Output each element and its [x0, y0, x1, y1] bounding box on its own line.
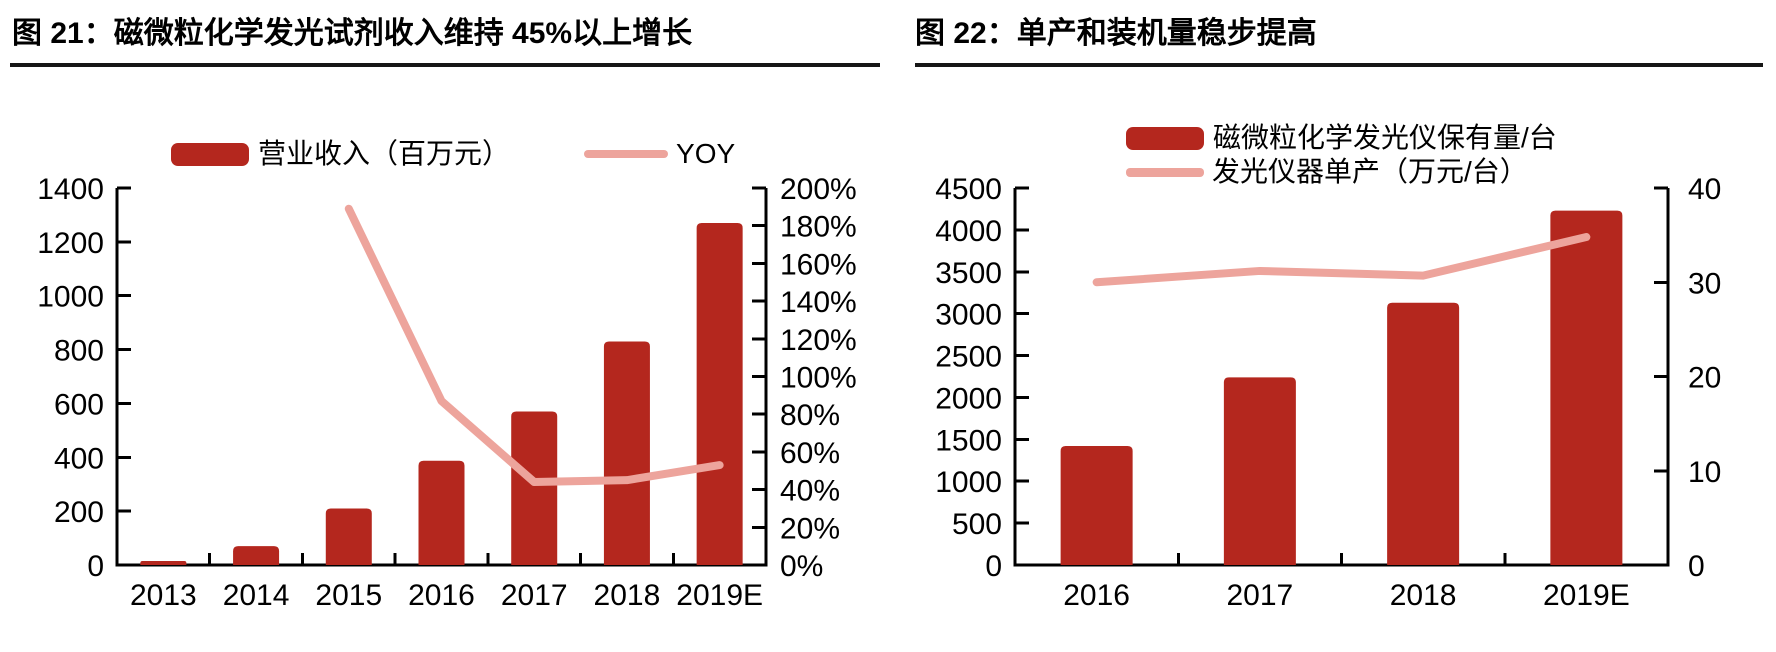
- yoy-legend-label: YOY: [676, 138, 736, 169]
- left-axis-tick-label: 800: [54, 335, 104, 368]
- figure-22-title: 图 22：单产和装机量稳步提高: [915, 17, 1317, 50]
- left-axis-tick-label: 1400: [37, 173, 104, 206]
- x-axis-label-2018: 2018: [594, 579, 661, 612]
- right-axis-tick-label: 10: [1688, 456, 1721, 489]
- x-axis-label-2016: 2016: [1063, 579, 1130, 612]
- axes: [1013, 186, 1670, 567]
- bar-2014: [233, 546, 280, 565]
- x-axis-label-2014: 2014: [223, 579, 290, 612]
- figure-21-legend: 营业收入（百万元） YOY: [171, 138, 735, 170]
- left-axis-tick-label: 2000: [935, 382, 1002, 415]
- right-axis-tick-label: 160%: [780, 248, 857, 281]
- right-axis-tick-label: 120%: [780, 324, 857, 357]
- left-axis-tick-label: 2500: [935, 341, 1002, 374]
- x-axis-label-2013: 2013: [130, 579, 197, 612]
- bar-series: [140, 223, 743, 565]
- left-axis-tick-label: 1000: [37, 281, 104, 314]
- right-axis-tick-label: 100%: [780, 362, 857, 395]
- legend-row-installed-base: 磁微粒化学发光仪保有量/台: [1126, 122, 1557, 154]
- figure-21-divider: [10, 63, 880, 67]
- axes: [115, 186, 768, 567]
- right-axis-tick-label: 60%: [780, 437, 840, 470]
- right-axis-tick-label: 200%: [780, 173, 857, 206]
- x-axis-label-2019E: 2019E: [1543, 579, 1630, 612]
- left-axis-tick-label: 600: [54, 388, 104, 421]
- installed-base-bar-legend-swatch: [1126, 127, 1204, 150]
- left-axis-tick-label: 3000: [935, 299, 1002, 332]
- figure-22-chart: 0 500 1000 1500 2000 2500 3000 3500 4000 4500 0 10 2…: [935, 173, 1721, 612]
- unit-output-line-legend-swatch: [1126, 168, 1204, 177]
- right-axis-tick-label: 20%: [780, 512, 840, 545]
- left-axis-tick-label: 1000: [935, 466, 1002, 499]
- right-axis-tick-label: 0: [1688, 550, 1705, 583]
- revenue-legend-label: 营业收入（百万元）: [258, 138, 511, 169]
- left-axis-tick-label: 0: [985, 550, 1002, 583]
- right-axis-tick-label: 40: [1688, 173, 1721, 206]
- bar-2013: [140, 560, 187, 565]
- x-axis-label-2015: 2015: [315, 579, 382, 612]
- right-axis-tick-label: 20: [1688, 362, 1721, 395]
- bar-2019E: [696, 223, 743, 565]
- line-series-1: [1092, 233, 1591, 287]
- line-series-1: [344, 204, 724, 487]
- left-axis-tick-label: 400: [54, 442, 104, 475]
- right-axis-tick-label: 30: [1688, 267, 1721, 300]
- figure-21-chart: 0 200 400 600 800 1000 1200 1400 0% 20% 40% 60% 80% 1…: [37, 173, 856, 612]
- bar-2017: [1223, 377, 1296, 565]
- right-axis-tick-label: 0%: [780, 550, 823, 583]
- bar-2016: [418, 460, 465, 565]
- legend-row-unit-output: 发光仪器单产（万元/台）: [1126, 156, 1557, 188]
- installed-base-legend-label: 磁微粒化学发光仪保有量/台: [1213, 122, 1557, 154]
- axis-labels: 0 500 1000 1500 2000 2500 3000 3500 4000 4500 0 10 2…: [935, 173, 1721, 612]
- revenue-bar-legend-swatch: [171, 142, 249, 166]
- yoy-line-legend-swatch: [584, 150, 669, 159]
- right-axis-tick-label: 180%: [780, 211, 857, 244]
- left-axis-tick-label: 500: [952, 508, 1002, 541]
- left-axis-tick-label: 4000: [935, 215, 1002, 248]
- right-axis-tick-label: 40%: [780, 475, 840, 508]
- right-axis-tick-label: 80%: [780, 399, 840, 432]
- right-axis-tick-label: 140%: [780, 286, 857, 319]
- left-axis-tick-label: 200: [54, 496, 104, 529]
- left-axis-tick-label: 0: [87, 550, 104, 583]
- bar-2019E: [1550, 210, 1623, 565]
- bar-series: [1060, 210, 1623, 565]
- left-axis-tick-label: 1200: [37, 227, 104, 260]
- figure-22-legend: 磁微粒化学发光仪保有量/台 发光仪器单产（万元/台）: [1126, 122, 1557, 188]
- left-axis-tick-label: 1500: [935, 424, 1002, 457]
- x-axis-label-2019E: 2019E: [676, 579, 763, 612]
- figure-21-title: 图 21：磁微粒化学发光试剂收入维持 45%以上增长: [12, 17, 693, 50]
- x-axis-label-2016: 2016: [408, 579, 475, 612]
- left-axis-tick-label: 3500: [935, 257, 1002, 290]
- bar-2015: [325, 508, 372, 565]
- bar-2016: [1060, 446, 1133, 565]
- left-axis-tick-label: 4500: [935, 173, 1002, 206]
- x-axis-label-2017: 2017: [501, 579, 568, 612]
- bar-2018: [1387, 302, 1460, 565]
- unit-output-legend-label: 发光仪器单产（万元/台）: [1212, 156, 1528, 188]
- bar-2018: [603, 341, 650, 565]
- figure-22-divider: [915, 63, 1763, 67]
- x-axis-label-2017: 2017: [1227, 579, 1294, 612]
- bar-2017: [511, 411, 558, 565]
- axis-labels: 0 200 400 600 800 1000 1200 1400 0% 20% 40% 60% 80% 1…: [37, 173, 856, 612]
- x-axis-label-2018: 2018: [1390, 579, 1457, 612]
